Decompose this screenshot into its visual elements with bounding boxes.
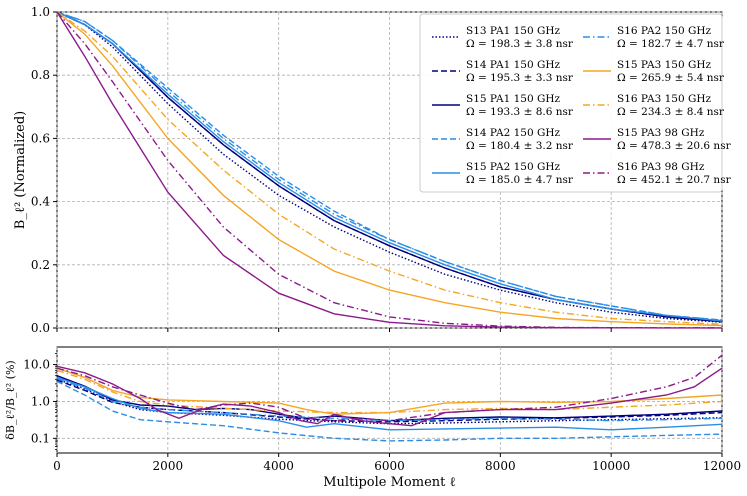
legend-entry-omega: Ω = 452.1 ± 20.7 nsr xyxy=(617,174,732,186)
y-tick-label: 0.0 xyxy=(31,321,50,335)
legend-entry-label: S15 PA2 150 GHz xyxy=(466,161,561,173)
top-series-lines xyxy=(56,11,723,329)
x-tick-label: 8000 xyxy=(485,459,516,473)
legend-entry-label: S16 PA3 150 GHz xyxy=(617,93,712,105)
x-axis-label: Multipole Moment ℓ xyxy=(323,475,455,490)
bottom-series-lines xyxy=(56,354,723,442)
bottom-grid xyxy=(56,347,723,453)
legend-entry-omega: Ω = 234.3 ± 8.4 nsr xyxy=(617,106,725,118)
legend-entry-omega: Ω = 195.3 ± 3.3 nsr xyxy=(466,72,574,84)
series-line xyxy=(56,11,723,321)
series-line xyxy=(56,365,723,427)
legend-entry-omega: Ω = 182.7 ± 4.7 nsr xyxy=(617,38,725,50)
y-tick-label: 10.0 xyxy=(23,358,50,372)
legend-entry-omega: Ω = 185.0 ± 4.7 nsr xyxy=(466,174,574,186)
top-x-ticks xyxy=(56,328,723,332)
y-tick-label: 0.6 xyxy=(31,131,50,145)
y-tick-label: 0.4 xyxy=(31,195,50,209)
y-tick-label: 0.8 xyxy=(31,68,50,82)
series-line xyxy=(56,11,723,327)
series-line xyxy=(56,377,723,422)
legend-box xyxy=(419,13,723,193)
x-tick-label: 2000 xyxy=(153,459,184,473)
legend-entry-omega: Ω = 193.3 ± 8.6 nsr xyxy=(466,106,574,118)
y-tick-label: 1.0 xyxy=(31,5,50,19)
series-line xyxy=(56,375,723,422)
x-tick-label: 0 xyxy=(53,459,61,473)
bottom-panel: 0.1 1.0 10.0 0 2000 4000 6000 8000 10000 12000 δ… xyxy=(4,346,741,490)
top-y-ticks: 0.0 0.2 0.4 0.6 0.8 1.0 xyxy=(31,5,57,335)
legend-entry-omega: Ω = 265.9 ± 5.4 nsr xyxy=(617,72,725,84)
top-y-axis-label: B_ℓ² (Normalized) xyxy=(13,111,28,229)
series-line xyxy=(56,11,723,325)
legend-entry-label: S15 PA3 98 GHz xyxy=(617,127,705,139)
legend-entry-omega: Ω = 478.3 ± 20.6 nsr xyxy=(617,140,732,152)
legend-entry-label: S15 PA3 150 GHz xyxy=(617,59,712,71)
series-line xyxy=(56,11,723,329)
legend-entry-omega: Ω = 180.4 ± 3.2 nsr xyxy=(466,140,574,152)
y-tick-label: 0.1 xyxy=(31,431,50,445)
legend-entry-label: S13 PA1 150 GHz xyxy=(466,25,561,37)
series-line xyxy=(56,369,723,414)
bottom-y-ticks: 0.1 1.0 10.0 xyxy=(23,353,57,450)
bottom-x-ticks: 0 2000 4000 6000 8000 10000 12000 xyxy=(53,453,741,473)
y-tick-label: 0.2 xyxy=(31,258,50,272)
legend-entry-label: S16 PA3 98 GHz xyxy=(617,161,705,173)
series-line xyxy=(56,11,723,322)
series-line xyxy=(56,367,723,415)
bottom-y-axis-label: δB_ℓ²/B_ℓ² (%) xyxy=(4,360,17,439)
x-tick-label: 10000 xyxy=(592,459,630,473)
y-tick-label: 1.0 xyxy=(31,394,50,408)
x-tick-label: 6000 xyxy=(374,459,405,473)
legend-entry-label: S14 PA2 150 GHz xyxy=(466,127,561,139)
legend-entry-label: S16 PA2 150 GHz xyxy=(617,25,712,37)
series-line xyxy=(56,376,723,431)
legend-entry-omega: Ω = 198.3 ± 3.8 nsr xyxy=(466,38,574,50)
top-panel: 0.0 0.2 0.4 0.6 0.8 1.0 B_ℓ² (Normalized) S13… xyxy=(13,5,732,335)
x-tick-label: 12000 xyxy=(703,459,741,473)
legend-entry-label: S14 PA1 150 GHz xyxy=(466,59,561,71)
legend-entry-label: S15 PA1 150 GHz xyxy=(466,93,561,105)
x-tick-label: 4000 xyxy=(263,459,294,473)
series-line xyxy=(56,380,723,442)
series-line xyxy=(56,354,723,422)
